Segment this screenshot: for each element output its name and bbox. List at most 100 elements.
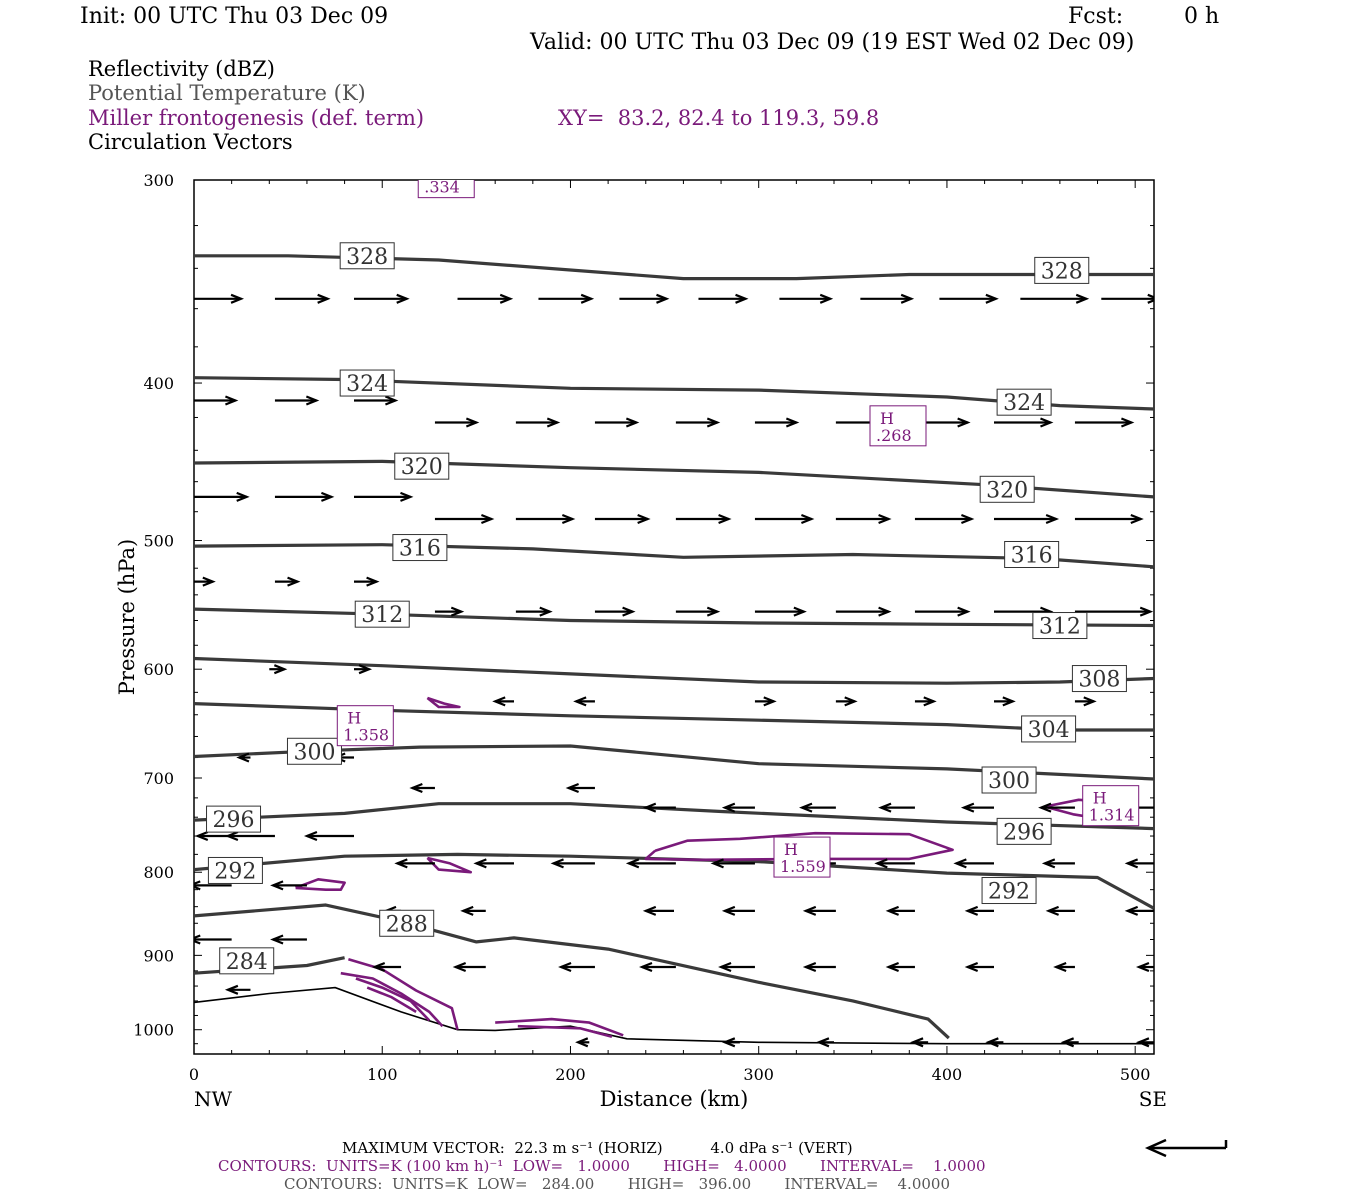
vector-head — [1147, 293, 1154, 304]
vector-head — [763, 696, 777, 707]
vector-head — [735, 293, 749, 304]
circulation-vector — [224, 831, 275, 842]
circulation-vector — [802, 905, 836, 916]
circulation-vector — [994, 417, 1054, 428]
y-tick-label: 500 — [143, 532, 174, 551]
vector-head — [878, 514, 892, 525]
circulation-vector — [754, 696, 777, 707]
legend-circulation: Circulation Vectors — [88, 130, 293, 154]
vector-head — [273, 664, 288, 675]
vector-head — [1053, 962, 1067, 973]
vector-head — [1060, 1037, 1075, 1048]
circulation-vector — [721, 802, 755, 813]
theta-label-box — [1004, 540, 1060, 568]
vector-head — [450, 606, 465, 617]
vector-head — [844, 696, 858, 707]
circulation-vector — [835, 696, 858, 707]
vector-head — [706, 417, 721, 428]
y-tick-label: 700 — [143, 769, 174, 788]
circulation-vector — [224, 984, 251, 995]
vector-head — [656, 293, 670, 304]
y-tick-label: 300 — [143, 171, 174, 190]
legend-theta: Potential Temperature (K) — [88, 81, 366, 105]
circulation-vector — [394, 858, 435, 869]
theta-label: 312 — [1039, 615, 1081, 640]
circulation-vector — [354, 576, 380, 587]
circulation-vector — [1135, 1037, 1154, 1048]
circulation-vector — [194, 934, 232, 945]
circulation-vector — [878, 802, 915, 813]
x-axis-title: Distance (km) — [600, 1087, 749, 1111]
vector-head — [358, 664, 373, 675]
circulation-vector — [270, 934, 307, 945]
terrain-line — [194, 986, 1154, 1045]
circulation-vector — [492, 696, 514, 707]
circulation-vector — [515, 417, 561, 428]
y-tick-label: 400 — [143, 374, 174, 393]
theta-label: 288 — [386, 912, 428, 937]
circulation-vector — [710, 858, 755, 869]
vector-head — [964, 962, 979, 973]
y-tick-label: 1000 — [133, 1021, 174, 1040]
theta-label-box — [379, 909, 435, 937]
miller-contour — [366, 986, 417, 1014]
footer-contours-miller: CONTOURS: UNITS=K (100 km h)⁻¹ LOW= 1.00… — [218, 1157, 986, 1175]
vector-head — [985, 293, 999, 304]
circulation-vector — [1020, 293, 1090, 304]
theta-label: 312 — [361, 603, 403, 628]
x-tick-label: 100 — [367, 1065, 398, 1084]
miller-max-label: H — [784, 840, 798, 859]
vector-head — [1124, 905, 1139, 916]
vector-head — [236, 491, 250, 502]
vector-head — [642, 905, 657, 916]
circulation-vector — [1038, 802, 1075, 813]
theta-label: 292 — [988, 880, 1030, 905]
vector-head — [194, 934, 201, 945]
circulation-vector — [409, 782, 435, 794]
vector-head — [718, 514, 732, 525]
vector-head — [575, 1037, 589, 1048]
vector-head — [303, 831, 318, 842]
vector-head — [637, 514, 651, 525]
circulation-vector — [274, 576, 301, 587]
vector-head — [874, 858, 888, 869]
theta-label: 296 — [1003, 820, 1045, 845]
vector-head — [224, 984, 239, 995]
vector-head — [321, 491, 335, 502]
vector-head — [236, 752, 250, 763]
miller-max-value: 1.559 — [780, 857, 826, 876]
y-tick-label: 900 — [143, 946, 174, 965]
circulation-vector — [914, 696, 937, 707]
circulation-vector — [642, 802, 676, 813]
fcst-label: Fcst: — [1068, 4, 1124, 29]
circulation-vector — [625, 858, 676, 869]
miller-contour — [426, 696, 461, 709]
theta-label-box — [981, 766, 1037, 794]
terrain-line — [194, 986, 1154, 1045]
circulation-vector — [354, 664, 373, 675]
circulation-vector — [874, 858, 915, 869]
circulation-vector — [594, 417, 640, 428]
circulation-vector — [354, 293, 410, 304]
circulation-vector — [452, 962, 486, 973]
miller-max-value: .334 — [424, 178, 460, 197]
vector-head — [400, 491, 414, 502]
vector-head — [639, 962, 653, 973]
theta-label-box — [339, 242, 395, 270]
vector-head — [642, 802, 657, 813]
circulation-vector — [194, 576, 216, 587]
x-end-label-left: NW — [194, 1087, 233, 1111]
vector-head — [1040, 417, 1054, 428]
circulation-vector — [675, 606, 721, 617]
circulation-vector — [573, 696, 595, 707]
theta-label-box — [979, 475, 1035, 503]
vector-head — [721, 905, 736, 916]
miller-max-value: .268 — [876, 426, 912, 445]
circulation-vector — [953, 858, 994, 869]
legend-reflectivity: Reflectivity (dBZ) — [88, 57, 276, 81]
x-tick-label: 300 — [743, 1065, 774, 1084]
reference-vector — [1144, 1138, 1228, 1158]
vector-head — [317, 293, 331, 304]
